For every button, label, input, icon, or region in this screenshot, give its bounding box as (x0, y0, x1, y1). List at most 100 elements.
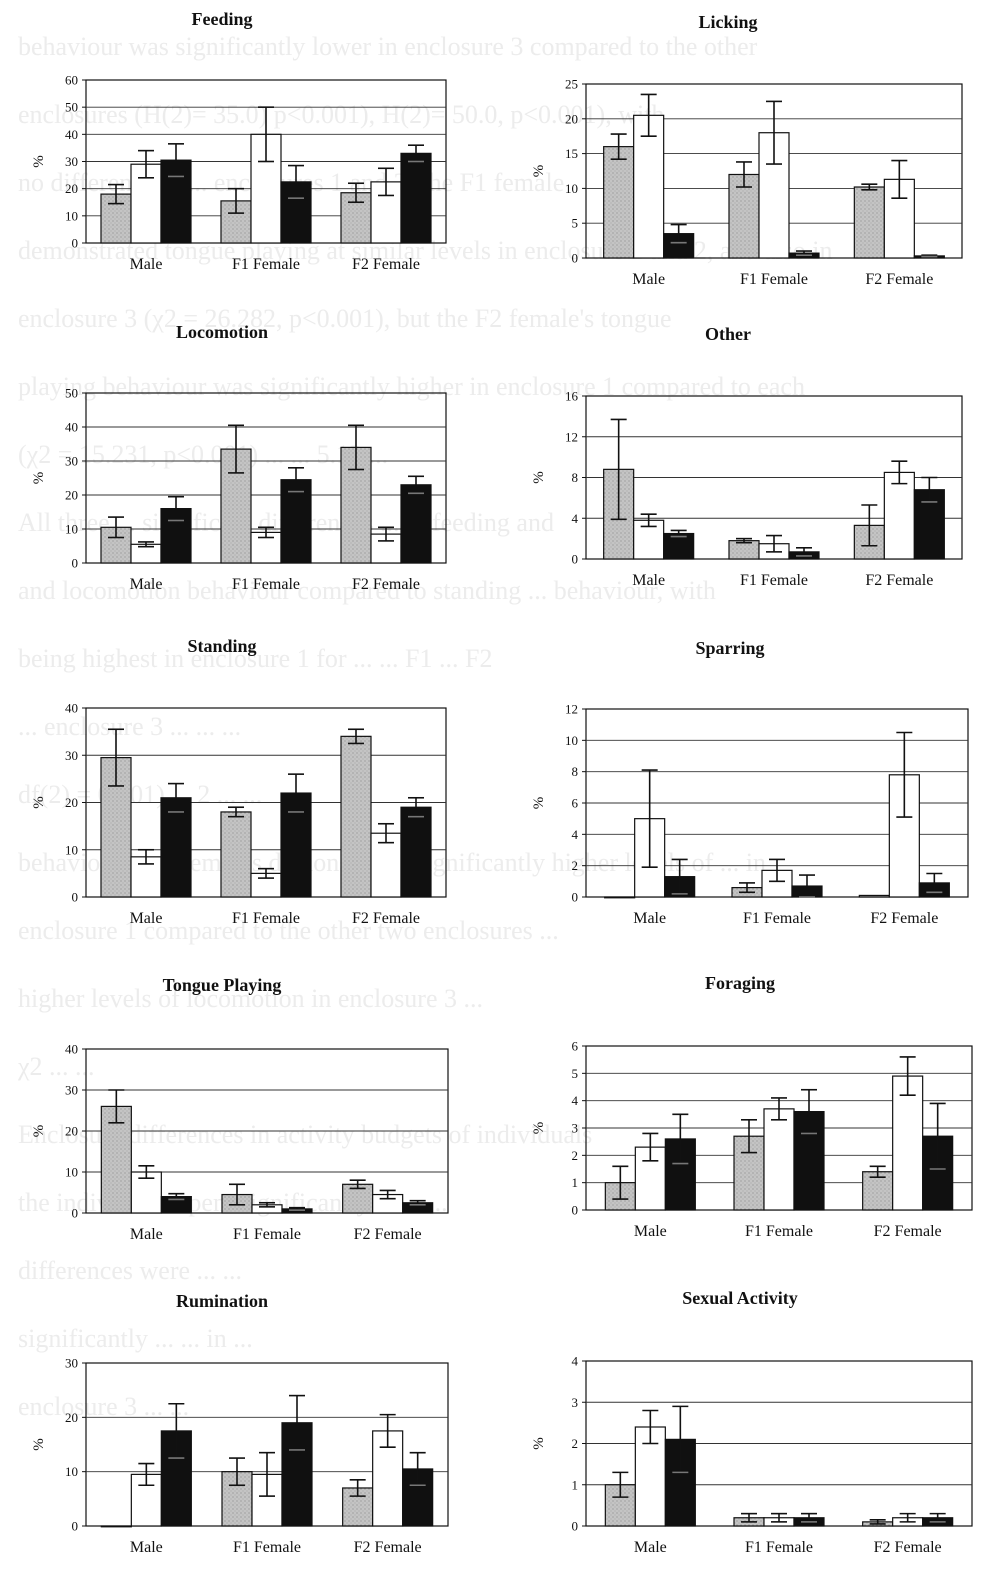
y-tick-label: 10 (565, 181, 578, 196)
y-tick-label: 30 (65, 154, 78, 169)
y-tick-label: 3 (572, 1121, 579, 1136)
y-tick-label: 20 (65, 488, 78, 503)
category-label: Male (130, 1226, 163, 1243)
bar (340, 735, 372, 898)
y-tick-label: 0 (572, 1203, 579, 1218)
y-tick-label: 30 (65, 748, 78, 763)
category-label: F2 Female (352, 256, 420, 273)
chart-title: Foraging (705, 973, 775, 993)
chart-other: Other 0 4 8 12 16% Male F1 Female F2 Female (531, 324, 963, 589)
y-axis-label: % (531, 165, 547, 178)
y-tick-label: 4 (572, 827, 579, 842)
y-tick-label: 6 (572, 1039, 579, 1054)
background-text-line: ... enclosure 3 ... ... ... (18, 712, 241, 741)
y-tick-label: 8 (572, 470, 579, 485)
bar (603, 146, 635, 259)
y-tick-label: 20 (565, 111, 578, 126)
chart-foraging: Foraging 0 1 2 3 4 5 6% Male F1 Female F2 Female (531, 973, 973, 1240)
category-label: F1 Female (232, 256, 300, 273)
y-tick-label: 20 (65, 1410, 78, 1425)
y-tick-label: 0 (572, 552, 579, 567)
y-tick-label: 0 (72, 236, 79, 251)
category-label: Male (634, 1539, 667, 1556)
category-label: F2 Female (354, 1539, 422, 1556)
y-tick-label: 2 (572, 858, 579, 873)
chart-locomotion: Locomotion 0 10 20 30 40 50% Male F1 Female F2 Fe… (31, 322, 447, 593)
chart-title: Locomotion (176, 322, 268, 342)
y-tick-label: 10 (65, 1464, 78, 1479)
y-tick-label: 8 (572, 764, 579, 779)
y-tick-label: 4 (572, 511, 579, 526)
bar (892, 1075, 924, 1211)
y-axis-label: % (31, 155, 47, 168)
y-tick-label: 3 (572, 1395, 579, 1410)
y-tick-label: 4 (572, 1093, 579, 1108)
y-tick-label: 10 (65, 208, 78, 223)
y-tick-label: 0 (72, 890, 79, 905)
category-label: F1 Female (745, 1539, 813, 1556)
category-label: Male (130, 1539, 163, 1556)
y-tick-label: 40 (65, 127, 78, 142)
y-tick-label: 0 (572, 251, 579, 266)
category-label: F1 Female (232, 910, 300, 927)
category-label: F1 Female (232, 576, 300, 593)
bar (160, 797, 192, 898)
background-text-line: enclosure 3 (χ2 = 26.282, p<0.001), but … (18, 304, 672, 333)
bar (400, 806, 432, 898)
background-text-line: enclosure 3 ... ... (18, 1392, 189, 1421)
category-label: Male (130, 256, 163, 273)
category-label: F2 Female (352, 910, 420, 927)
background-text-line: differences were ... ... (18, 1256, 242, 1285)
y-tick-label: 0 (572, 890, 579, 905)
chart-sparring: Sparring 0 2 4 6 8 10 12% Male F1 Female F2 Female (531, 638, 969, 927)
category-label: F1 Female (745, 1223, 813, 1240)
bar (280, 479, 312, 564)
bar (400, 484, 432, 564)
y-axis-label: % (31, 472, 47, 485)
chart-title: Sparring (695, 638, 764, 658)
y-axis-label: % (31, 1125, 47, 1138)
y-tick-label: 20 (65, 795, 78, 810)
y-tick-label: 1 (572, 1175, 579, 1190)
y-tick-label: 0 (72, 1519, 79, 1534)
y-tick-label: 50 (65, 100, 78, 115)
chart-title: Sexual Activity (682, 1288, 798, 1308)
y-tick-label: 0 (572, 1519, 579, 1534)
category-label: F1 Female (233, 1226, 301, 1243)
y-tick-label: 10 (65, 842, 78, 857)
category-label: F2 Female (870, 910, 938, 927)
background-text-line: and locomotion behaviour compared to sta… (18, 576, 716, 605)
chart-title: Feeding (192, 9, 253, 29)
y-tick-label: 16 (565, 389, 579, 404)
y-tick-label: 15 (565, 146, 578, 161)
y-tick-label: 0 (72, 1206, 79, 1221)
y-axis-label: % (531, 471, 547, 484)
y-tick-label: 12 (565, 702, 578, 717)
category-label: Male (632, 572, 665, 589)
background-text-line: higher levels of locomotion in enclosure… (18, 984, 483, 1013)
bar (862, 1171, 894, 1211)
background-text-line: χ2 ... ... (17, 1052, 95, 1081)
bar (220, 811, 252, 898)
chart-rumination: Rumination 0 10 20 30% Male F1 Female F2 Female (31, 1291, 449, 1556)
y-tick-label: 10 (565, 733, 578, 748)
bar (633, 114, 665, 259)
y-tick-label: 1 (572, 1477, 579, 1492)
background-text-line: being highest in enclosure 1 for ... ...… (18, 644, 492, 673)
chart-title: Tongue Playing (163, 975, 282, 995)
bar (280, 792, 312, 898)
bar (100, 526, 132, 564)
category-label: F2 Female (874, 1223, 942, 1240)
y-tick-label: 5 (572, 1066, 579, 1081)
chart-tongue-playing: Tongue Playing 0 10 20 30 40% Male F1 Female F2 … (31, 975, 449, 1243)
category-label: F2 Female (354, 1226, 422, 1243)
y-tick-label: 40 (65, 701, 78, 716)
bar (400, 152, 432, 244)
bar (663, 532, 695, 560)
background-text-line: df(2) = 0.001) ... 2 ... ... (18, 780, 262, 809)
y-tick-label: 30 (65, 1083, 78, 1098)
bar (100, 1105, 132, 1214)
y-tick-label: 4 (572, 1354, 579, 1369)
category-label: Male (634, 1223, 667, 1240)
